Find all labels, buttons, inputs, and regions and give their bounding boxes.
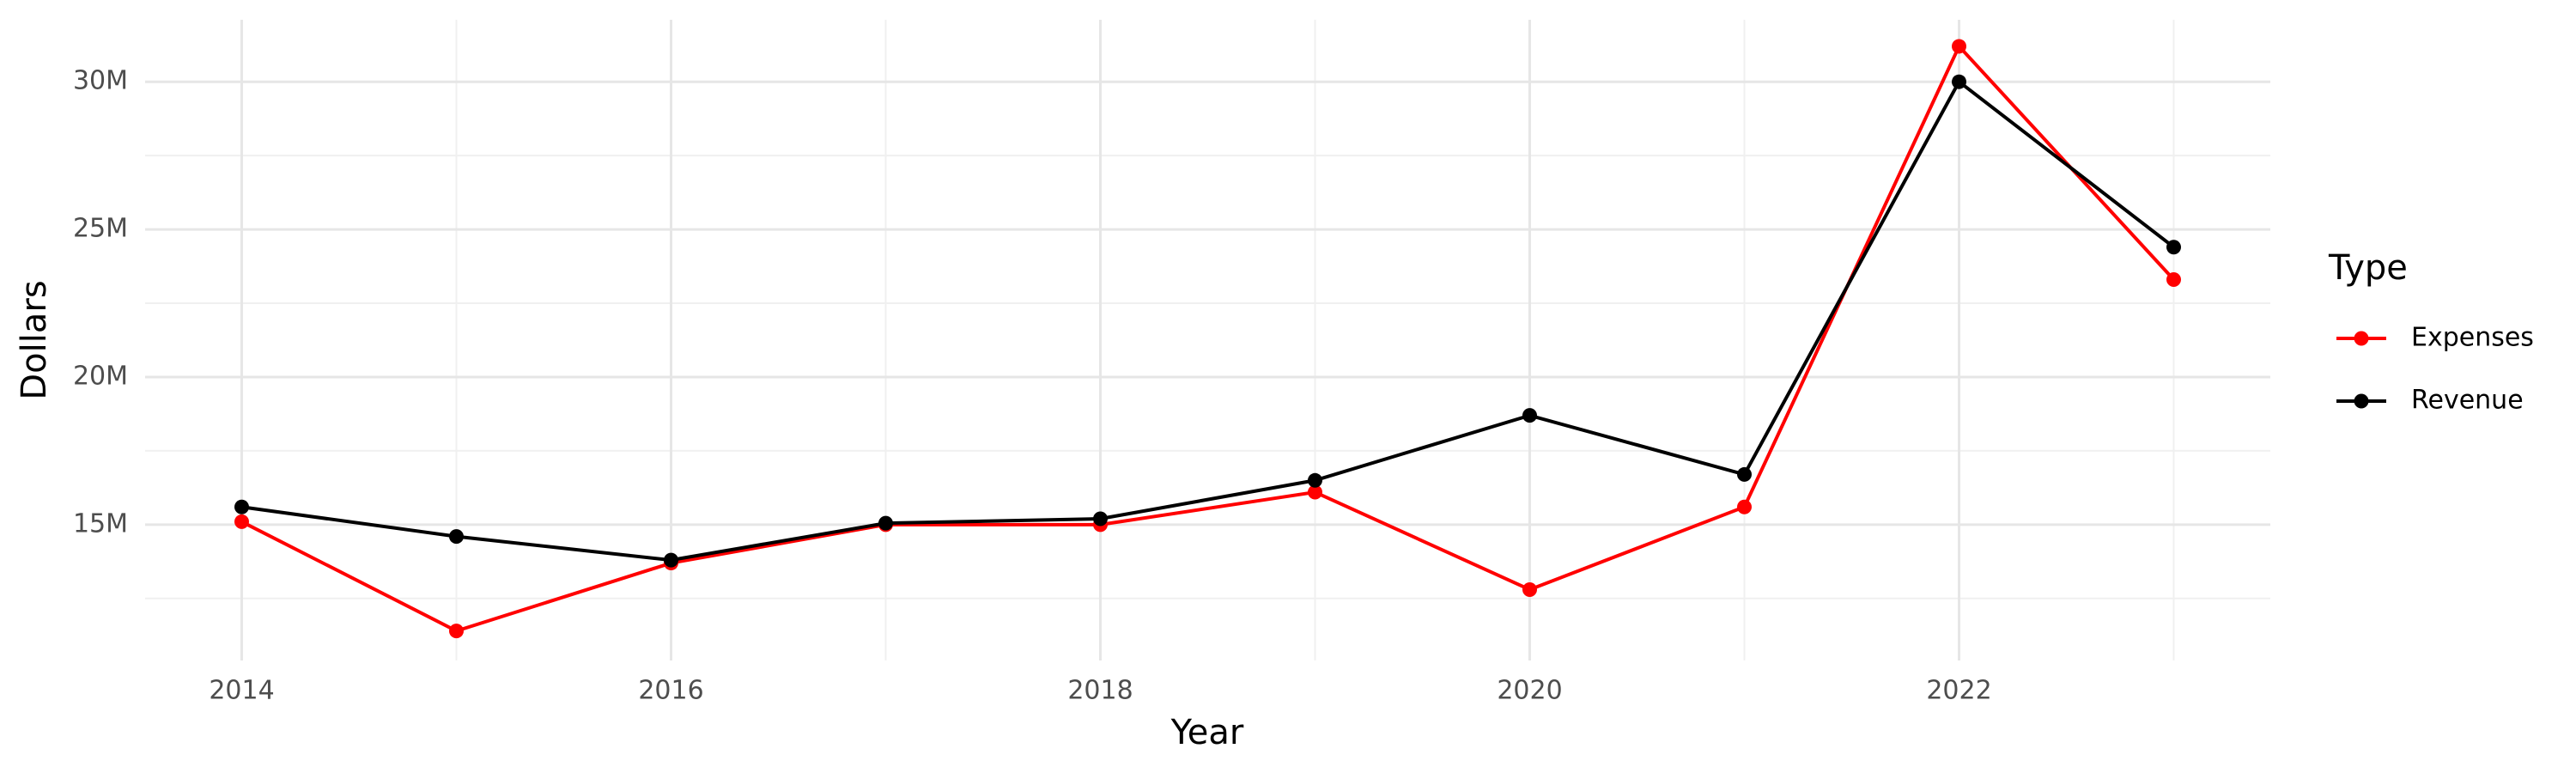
data-point xyxy=(449,529,464,545)
data-point xyxy=(2166,240,2181,255)
data-point xyxy=(1737,499,1752,514)
legend-title: Type xyxy=(2328,248,2408,288)
y-axis-title: Dollars xyxy=(15,280,54,399)
legend-key-point xyxy=(2354,331,2369,346)
series-line xyxy=(241,79,2175,563)
y-tick-label: 30M xyxy=(73,66,128,96)
data-point xyxy=(1952,39,1966,54)
y-tick-label: 25M xyxy=(73,214,128,244)
data-point xyxy=(1737,466,1752,482)
data-point xyxy=(1952,74,1966,89)
y-tick-label: 20M xyxy=(73,361,128,391)
x-axis-title: Year xyxy=(1170,713,1244,752)
data-point xyxy=(1308,472,1322,488)
x-tick-label: 2022 xyxy=(1926,676,1991,706)
legend-label: Revenue xyxy=(2411,386,2524,416)
x-tick-label: 2018 xyxy=(1067,676,1133,706)
data-point xyxy=(234,514,249,529)
data-point xyxy=(1308,484,1322,500)
data-point xyxy=(878,515,893,531)
legend-key-point xyxy=(2354,393,2369,409)
data-point xyxy=(1522,408,1537,423)
data-point xyxy=(664,552,678,568)
y-tick-label: 15M xyxy=(73,508,128,539)
data-point xyxy=(1522,581,1537,597)
data-point xyxy=(1093,511,1108,526)
data-point xyxy=(234,499,249,514)
x-tick-label: 2014 xyxy=(209,676,274,706)
data-point xyxy=(449,624,464,639)
legend-label: Expenses xyxy=(2411,323,2534,353)
x-tick-label: 2016 xyxy=(638,676,703,706)
x-tick-label: 2020 xyxy=(1497,676,1562,706)
data-point xyxy=(2166,272,2181,288)
